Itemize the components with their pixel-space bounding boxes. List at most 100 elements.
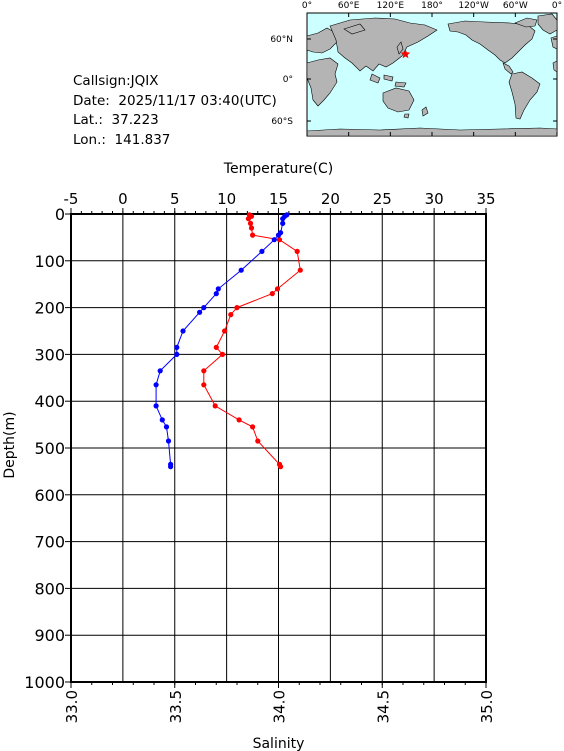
data-point xyxy=(275,232,282,238)
salinity-tick-label: 35.0 xyxy=(478,690,496,723)
data-point xyxy=(228,312,234,318)
data-point xyxy=(222,328,228,334)
map-lon-tick-label: 0° xyxy=(552,1,562,11)
data-point xyxy=(280,216,286,222)
lat-line: Lat.: 37.223 xyxy=(73,111,277,131)
land-shape xyxy=(447,20,536,64)
station-info: Callsign:JQIX Date: 2025/11/17 03:40(UTC… xyxy=(73,72,277,150)
map-lat-tick-label: 0° xyxy=(283,75,293,85)
data-point xyxy=(153,403,159,409)
data-point xyxy=(201,305,207,311)
data-point xyxy=(201,382,207,388)
data-point xyxy=(236,417,242,423)
land-shape xyxy=(369,73,381,84)
data-point xyxy=(157,368,163,374)
data-point xyxy=(250,232,256,238)
data-point xyxy=(168,464,174,470)
land-shape xyxy=(508,71,541,120)
depth-tick-label: 0 xyxy=(55,205,65,224)
map-lon-tick-label: 60°W xyxy=(503,1,528,11)
data-point xyxy=(201,368,207,374)
lon-value: 141.837 xyxy=(114,131,171,148)
temperature-tick-label: 5 xyxy=(170,190,180,208)
temperature-tick-label: 25 xyxy=(373,190,392,208)
star-icon xyxy=(400,49,411,59)
map-lon-tick-label: 120°E xyxy=(377,1,405,11)
map-land xyxy=(306,13,558,137)
bottom-axis-title: Salinity xyxy=(253,736,305,751)
location-map: 0° 60°E 120°E 180° 120°W 60°W 0° 60°N 0° 60°S xyxy=(270,1,562,137)
temperature-tick-label: 10 xyxy=(217,190,236,208)
data-point xyxy=(215,286,221,292)
y-axis-title: Depth(m) xyxy=(2,411,18,478)
map-axes: 0° 60°E 120°E 180° 120°W 60°W 0° 60°N 0° 60°S xyxy=(270,1,562,136)
depth-tick-label: 900 xyxy=(34,626,65,645)
callsign-label: Callsign: xyxy=(73,73,131,89)
land-shape xyxy=(537,13,558,35)
lon-line: Lon.: 141.837 xyxy=(73,131,277,151)
land-shape xyxy=(383,74,394,82)
data-point xyxy=(245,216,251,222)
data-point xyxy=(163,424,170,430)
date-value: 2025/11/17 03:40(UTC) xyxy=(118,92,277,109)
data-point xyxy=(165,438,172,444)
chart-series xyxy=(153,212,303,470)
land-shape xyxy=(552,60,558,73)
callsign-line: Callsign:JQIX xyxy=(73,72,277,92)
data-point xyxy=(248,225,255,231)
data-point xyxy=(213,344,219,350)
data-point xyxy=(174,344,180,350)
date-label: Date: xyxy=(73,92,110,109)
data-point xyxy=(213,291,219,297)
salinity-tick-label: 34.0 xyxy=(271,690,289,723)
land-shape xyxy=(394,81,407,88)
temperature-tick-label: 15 xyxy=(269,190,288,208)
temperature-tick-label: -5 xyxy=(64,190,79,208)
data-point xyxy=(259,248,265,254)
data-point xyxy=(250,424,256,430)
depth-tick-label: 1000 xyxy=(24,673,65,692)
date-line: Date: 2025/11/17 03:40(UTC) xyxy=(73,92,277,112)
map-lon-tick-label: 120°W xyxy=(458,1,489,11)
depth-tick-label: 200 xyxy=(34,299,65,318)
data-point xyxy=(274,286,281,292)
data-point xyxy=(297,267,303,273)
map-lon-tick-label: 180° xyxy=(421,1,443,11)
lat-value: 37.223 xyxy=(111,112,159,128)
data-point xyxy=(238,267,244,273)
land-shape xyxy=(514,17,538,28)
chart-axes: -5 0 5 10 15 20 25 30 35010020030040050060070080… xyxy=(2,161,496,751)
map-lon-tick-label: 60°E xyxy=(338,1,360,11)
land-shape xyxy=(421,106,429,117)
depth-tick-label: 500 xyxy=(34,439,65,458)
top-axis-title: Temperature(C) xyxy=(223,161,333,177)
data-point xyxy=(180,328,186,334)
data-point xyxy=(271,237,277,243)
data-point xyxy=(280,220,286,226)
map-lat-tick-label: 60°N xyxy=(270,35,293,45)
salinity-tick-label: 33.5 xyxy=(167,690,185,723)
land-shape xyxy=(343,23,366,35)
data-point xyxy=(212,403,218,409)
data-point xyxy=(159,417,165,423)
data-point xyxy=(219,351,226,357)
data-point xyxy=(197,309,203,315)
plot-frame xyxy=(70,213,487,683)
depth-tick-label: 300 xyxy=(34,345,65,364)
data-point xyxy=(269,291,275,297)
data-point xyxy=(174,351,180,357)
salinity-tick-label: 33.0 xyxy=(63,690,81,723)
data-point xyxy=(153,382,159,388)
chart-grid xyxy=(70,213,487,683)
temperature-tick-label: 30 xyxy=(425,190,444,208)
temperature-tick-label: 0 xyxy=(118,190,128,208)
temperature-tick-label: 20 xyxy=(321,190,340,208)
depth-tick-label: 800 xyxy=(34,579,65,598)
map-lon-tick-label: 0° xyxy=(302,1,312,11)
salinity-tick-label: 34.5 xyxy=(374,690,392,723)
land-shape xyxy=(306,27,338,54)
depth-tick-label: 600 xyxy=(34,486,65,505)
land-shape xyxy=(382,87,415,113)
depth-tick-label: 700 xyxy=(34,533,65,552)
